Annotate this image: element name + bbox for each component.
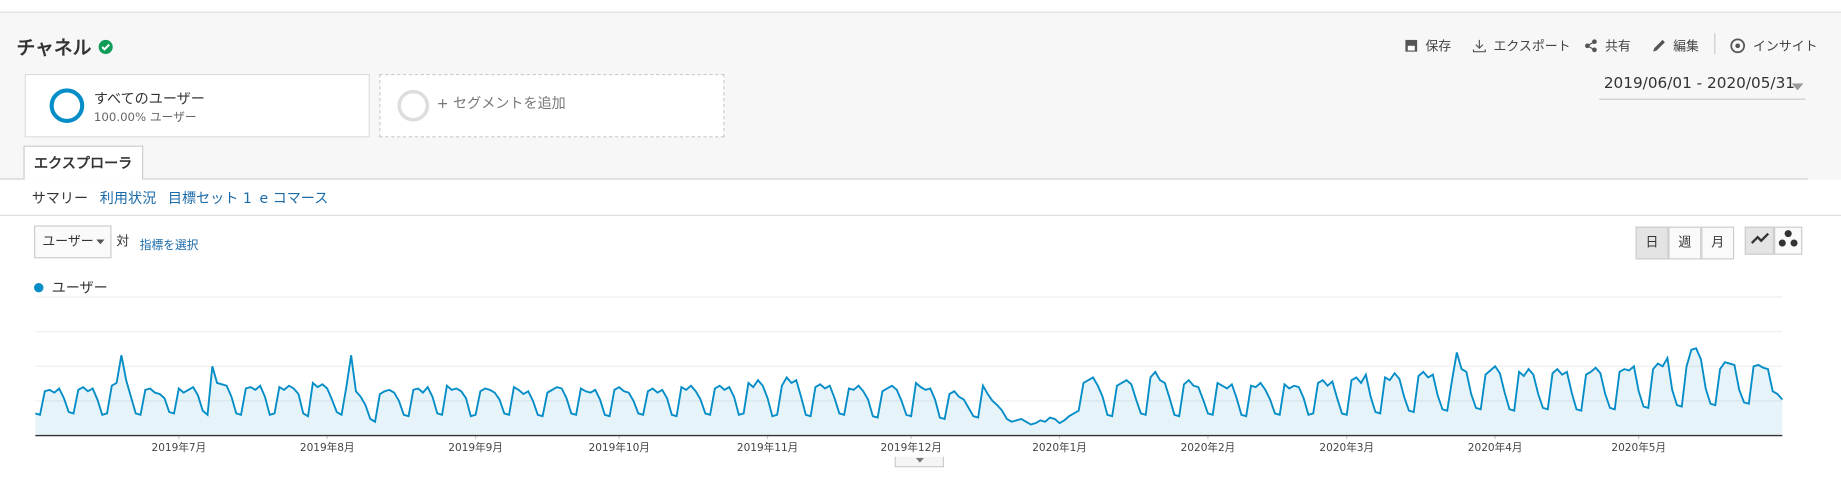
- date-range[interactable]: 2019/06/01 - 2020/05/31: [1599, 75, 1806, 100]
- versus-label: 対: [116, 233, 130, 249]
- icon: [1778, 230, 1798, 247]
- motion-chart-toggle[interactable]: [1774, 226, 1803, 255]
- action-label: 編集: [1673, 38, 1699, 55]
- x-tick-label: 2020年4月: [1468, 441, 1523, 454]
- icon: [1653, 39, 1665, 52]
- subtab[interactable]: e コマース: [259, 190, 329, 207]
- action-label: 保存: [1425, 38, 1452, 55]
- action-label: 共有: [1605, 38, 1631, 55]
- x-tick-label: 2019年12月: [880, 441, 941, 454]
- period-button[interactable]: 週: [1668, 226, 1702, 260]
- x-tick-label: 2020年5月: [1611, 441, 1666, 454]
- export-button[interactable]: エクスポート: [1472, 36, 1571, 55]
- icon: [1472, 39, 1486, 53]
- x-tick-label: 2019年7月: [151, 441, 206, 454]
- legend-label: ユーザー: [51, 279, 108, 296]
- chart-collapse-handle[interactable]: [894, 456, 944, 468]
- date-range-text: 2019/06/01 - 2020/05/31: [1603, 75, 1795, 93]
- x-tick-label: 2019年8月: [300, 441, 355, 454]
- icon: [1585, 39, 1597, 53]
- explorer-tab[interactable]: エクスプローラ: [23, 145, 143, 180]
- x-tick-label: 2019年9月: [448, 441, 503, 454]
- add-segment-label: + セグメントを追加: [436, 95, 566, 112]
- share-button[interactable]: 共有: [1584, 36, 1631, 55]
- line-chart-toggle[interactable]: [1744, 226, 1775, 255]
- dropdown-arrow: [96, 239, 105, 245]
- subtab[interactable]: 目標セット 1: [167, 190, 252, 207]
- insight-button[interactable]: インサイト: [1729, 36, 1818, 55]
- metric-label: ユーザー: [42, 233, 94, 249]
- x-tick-label: 2019年11月: [737, 441, 798, 454]
- segment-share: 100.00% ユーザー: [93, 111, 197, 125]
- icon: [1405, 39, 1418, 52]
- subtab-bar: [0, 179, 1841, 217]
- legend: ユーザー: [34, 277, 108, 297]
- title-text: チャネル: [16, 36, 92, 59]
- divider: [1714, 32, 1716, 55]
- segment-name: すべてのユーザー: [93, 90, 205, 107]
- action-label: インサイト: [1752, 38, 1818, 55]
- metric-dropdown[interactable]: ユーザー: [34, 225, 112, 259]
- save-button[interactable]: 保存: [1404, 36, 1451, 55]
- tab-line: [0, 178, 1809, 180]
- series-line: [35, 347, 1784, 426]
- top-bar: [0, 0, 1841, 13]
- dropdown-arrow: [915, 457, 925, 463]
- edit-button[interactable]: 編集: [1652, 36, 1699, 55]
- x-tick-label: 2020年2月: [1181, 441, 1236, 454]
- subtab[interactable]: 利用状況: [99, 190, 157, 207]
- page-title: チャネル: [16, 32, 114, 60]
- x-tick-label: 2020年1月: [1032, 441, 1087, 454]
- period-button[interactable]: 月: [1701, 226, 1735, 260]
- add-segment[interactable]: + セグメントを追加: [379, 73, 725, 138]
- segment-ring: [397, 89, 430, 122]
- legend-dot: [34, 282, 44, 292]
- icon: [1730, 38, 1746, 54]
- icon: [1750, 232, 1769, 244]
- action-label: エクスポート: [1493, 38, 1571, 55]
- verified-icon: [99, 39, 114, 55]
- x-tick-label: 2019年10月: [588, 441, 649, 454]
- segment-ring: [49, 88, 85, 123]
- segment-all-users[interactable]: すべてのユーザー 100.00% ユーザー: [24, 73, 370, 138]
- x-tick-label: 2020年3月: [1319, 441, 1374, 454]
- period-button[interactable]: 日: [1635, 226, 1669, 260]
- dropdown-arrow: [1791, 83, 1804, 91]
- subtab[interactable]: サマリー: [31, 190, 89, 207]
- select-metric-link[interactable]: 指標を選択: [139, 239, 199, 253]
- line-chart: 2019年7月 2019年8月 2019年9月 2019年10月 2019年11月 201…: [35, 296, 1784, 454]
